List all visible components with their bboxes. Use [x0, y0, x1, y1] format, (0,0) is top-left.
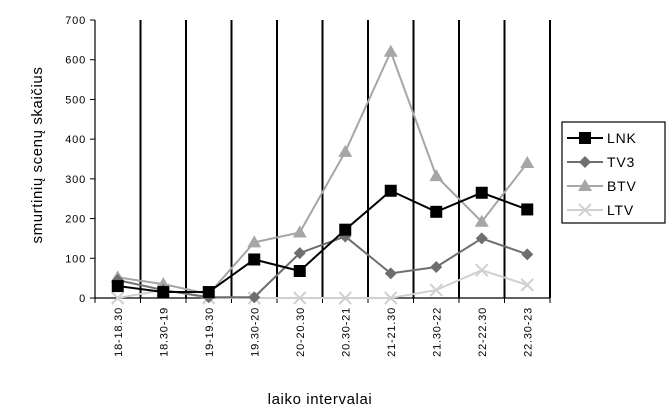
legend: LNK TV3 BTV LTV	[561, 121, 666, 224]
data-point-btv	[247, 235, 262, 248]
series-btv	[110, 44, 535, 300]
x-tick-label: 18.30-19	[158, 307, 170, 357]
x-axis-title: laiko intervalai	[268, 391, 373, 408]
legend-item-btv: BTV	[567, 178, 637, 194]
y-axis-title: smurtinių scenų skaičius	[29, 67, 46, 244]
legend-marker-btv	[578, 179, 592, 191]
data-point-btv	[429, 169, 444, 182]
y-tick-label: 500	[65, 94, 86, 106]
series-line-lnk	[117, 189, 528, 294]
x-tick-label: 21-21.30	[386, 307, 398, 357]
x-tick-label: 19.30-20	[249, 307, 261, 357]
legend-item-tv3: TV3	[567, 154, 635, 170]
x-tick-label: 20-20.30	[295, 307, 307, 357]
data-point-btv	[474, 214, 489, 227]
legend-items: LNK TV3 BTV LTV	[567, 130, 637, 218]
legend-marker-tv3	[579, 156, 591, 168]
legend-label-ltv: LTV	[607, 202, 634, 218]
data-point-btv	[338, 144, 353, 157]
legend-item-lnk: LNK	[567, 130, 637, 146]
data-point-tv3	[430, 261, 443, 274]
y-tick-label: 700	[65, 15, 86, 27]
marker-x-stroke	[429, 283, 443, 297]
axes	[90, 19, 551, 303]
data-point-tv3	[521, 248, 534, 261]
data-point-ltv	[111, 291, 125, 305]
data-point-ltv	[384, 291, 398, 305]
data-point-lnk	[248, 253, 261, 266]
series-line-tv3	[117, 235, 528, 299]
x-tick-label: 18-18.30	[113, 307, 125, 357]
data-point-lnk	[293, 264, 306, 277]
data-point-ltv	[520, 278, 534, 292]
y-tick-label: 0	[79, 293, 86, 305]
marker-x-stroke	[520, 278, 534, 292]
series-line-btv	[117, 49, 529, 296]
x-tick-label: 20.30-21	[340, 307, 352, 357]
legend-item-ltv: LTV	[567, 202, 634, 218]
data-point-ltv	[293, 291, 307, 305]
y-tick-label: 400	[65, 134, 86, 146]
y-tick-label: 200	[65, 214, 86, 226]
data-point-lnk	[475, 186, 488, 199]
data-point-lnk	[202, 286, 215, 299]
data-point-ltv	[338, 291, 352, 305]
data-point-lnk	[430, 205, 443, 218]
data-point-tv3	[248, 291, 261, 304]
legend-label-lnk: LNK	[607, 130, 637, 146]
data-point-tv3	[384, 267, 397, 280]
data-point-tv3	[293, 247, 306, 260]
marker-x-stroke	[338, 291, 352, 305]
data-point-lnk	[157, 286, 170, 299]
legend-label-tv3: TV3	[607, 154, 635, 170]
marker-x-stroke	[475, 263, 489, 277]
x-tick-label: 22.30-23	[522, 307, 534, 357]
data-point-lnk	[111, 280, 124, 293]
x-tick-label: 22-22.30	[477, 307, 489, 357]
y-tick-label: 600	[65, 55, 86, 67]
y-tick-label: 100	[65, 253, 86, 265]
data-point-lnk	[384, 184, 397, 197]
series-lnk	[111, 184, 534, 299]
series-lines	[110, 44, 535, 305]
y-tick-label: 300	[65, 174, 86, 186]
data-point-ltv	[475, 263, 489, 277]
marker-x-stroke	[384, 291, 398, 305]
marker-x-stroke	[293, 291, 307, 305]
data-point-btv	[292, 225, 307, 238]
x-tick-label: 19-19.30	[204, 307, 216, 357]
marker-x-stroke	[111, 291, 125, 305]
data-point-lnk	[521, 203, 534, 216]
marker-x-stroke	[578, 203, 592, 217]
data-point-tv3	[475, 232, 488, 245]
data-point-btv	[520, 155, 535, 168]
legend-marker-lnk	[579, 132, 591, 144]
legend-label-btv: BTV	[607, 178, 637, 194]
x-tick-label: 21.30-22	[431, 307, 443, 357]
vertical-gridlines	[139, 20, 551, 298]
tick-labels: 0 100 200 300 400 500 600 700 18-18.30 18.30-19 19…	[65, 15, 534, 357]
data-point-ltv	[429, 283, 443, 297]
data-point-lnk	[339, 223, 352, 236]
data-point-btv	[383, 44, 398, 57]
legend-marker-ltv	[578, 203, 592, 217]
